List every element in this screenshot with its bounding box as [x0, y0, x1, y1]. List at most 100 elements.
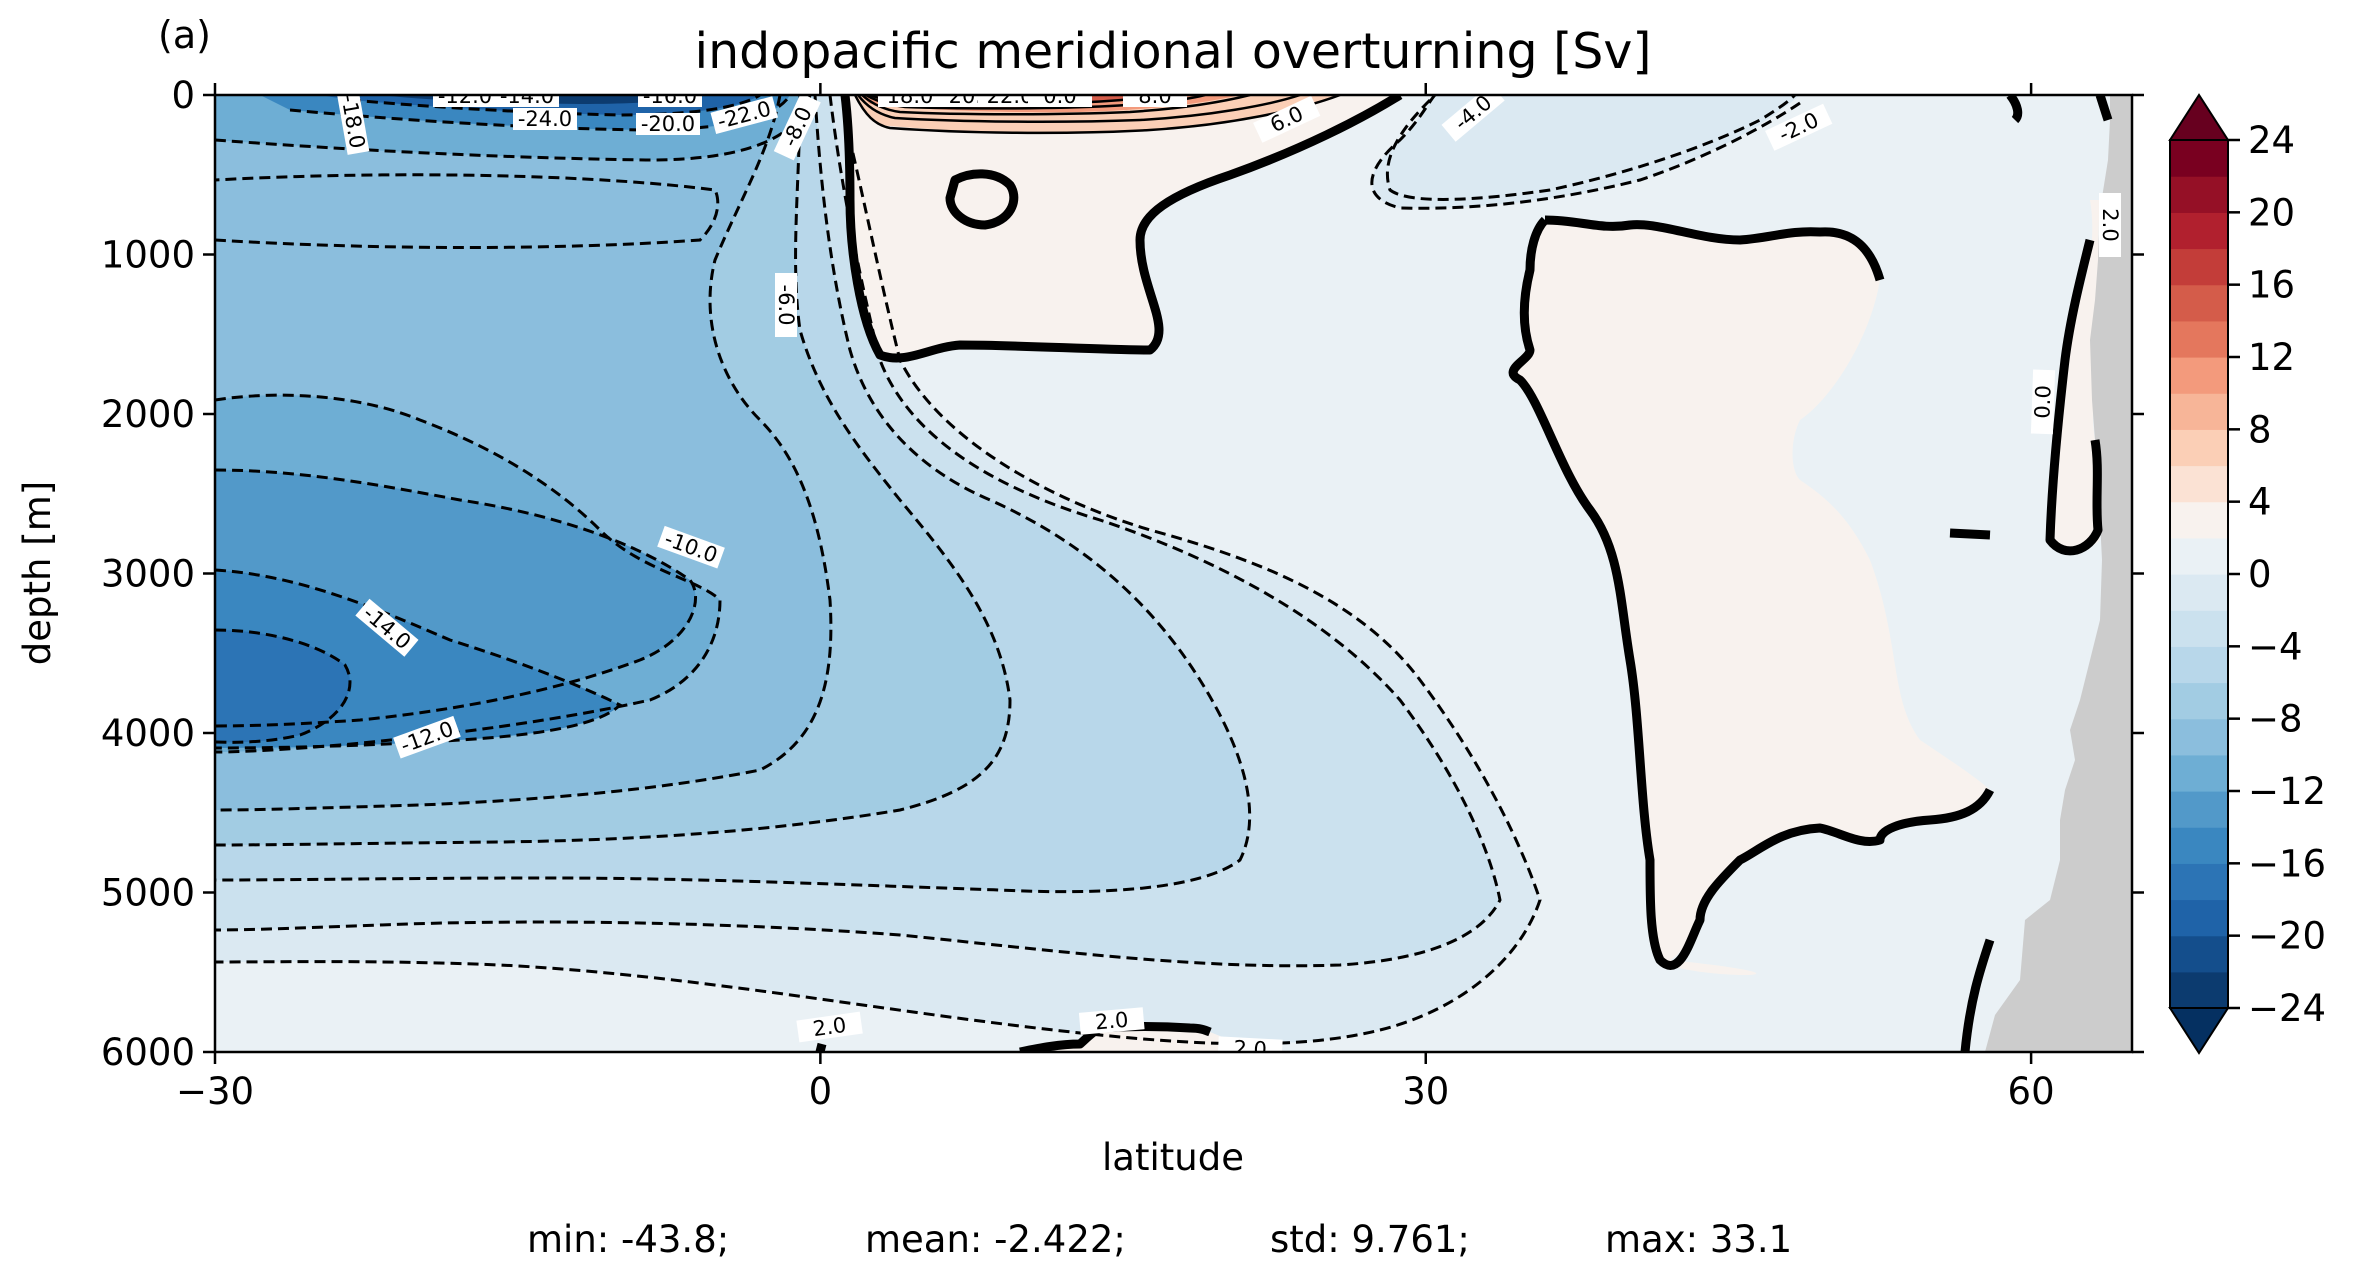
colorbar-tick-label: −16: [2248, 842, 2326, 885]
contour-label: 22.0: [978, 84, 1042, 108]
svg-text:-12.0: -12.0: [438, 84, 492, 108]
colorbar-segment: [2170, 537, 2228, 575]
svg-text:22.0: 22.0: [987, 84, 1034, 108]
colorbar-segment: [2170, 465, 2228, 503]
colorbar-segment: [2170, 610, 2228, 647]
contour-line-plus4: [857, 95, 1301, 123]
zero-contour-stub: [1949, 528, 1991, 540]
colorbar-segment: [2170, 357, 2228, 394]
y-tick-label: 3000: [101, 553, 195, 596]
svg-text:0.0: 0.0: [1043, 84, 1076, 108]
zero-contour-far-east: [2095, 95, 2113, 122]
colorbar-segment: [2170, 935, 2228, 973]
contour-label: 0.0: [2030, 369, 2056, 435]
colorbar-segment: [2170, 393, 2228, 430]
zero-contour-northeast-corner: [2006, 95, 2023, 124]
stat-max: max: 33.1: [1605, 1218, 1792, 1261]
x-axis: −30 0 30 60: [176, 83, 2055, 1113]
contour-label: 2.0: [796, 1011, 863, 1043]
contour-line-minus2-a: [1370, 95, 1801, 210]
svg-text:2.0: 2.0: [1094, 1008, 1129, 1035]
stats-line: min: -43.8; mean: -2.422; std: 9.761; ma…: [527, 1218, 1792, 1261]
colorbar-segment: [2170, 827, 2228, 864]
contour-label: 18.0: [878, 84, 942, 108]
stat-std: std: 9.761;: [1270, 1218, 1470, 1261]
y-tick-label: 2000: [101, 393, 195, 436]
colorbar-segment: [2170, 429, 2228, 467]
zero-contour-deep: [1960, 938, 1995, 1052]
contour-label: -14.0: [495, 84, 559, 108]
colorbar-tick-label: 24: [2248, 119, 2295, 162]
colorbar: −24 −20 −16 −12 −8 −4 0 4 8 12 16 20 24: [2168, 93, 2326, 1055]
colorbar-segment: [2170, 574, 2228, 611]
contour-line-surface-c: [349, 95, 761, 117]
contour-label: 2.0: [1078, 1007, 1145, 1035]
colorbar-tick-label: −4: [2248, 625, 2303, 668]
contour-line-plus2: [853, 95, 1341, 135]
north-pacific-east-zero-region: [2050, 200, 2103, 553]
colorbar-tick-label: −12: [2248, 770, 2326, 813]
colorbar-segment: [2170, 140, 2228, 177]
colorbar-extend-min: [2168, 1007, 2230, 1055]
contour-line-minus14: [215, 468, 698, 728]
land-mask: [1985, 95, 2132, 1052]
svg-text:2.0: 2.0: [1233, 1036, 1268, 1062]
svg-text:18.0: 18.0: [887, 84, 934, 108]
colorbar-tick-label: −24: [2248, 987, 2326, 1030]
colorbar-tick-label: 4: [2248, 481, 2272, 524]
colorbar-tick-label: 12: [2248, 336, 2295, 379]
contour-line-minus2-b: [215, 119, 1542, 1046]
colorbar-tick-label: 0: [2248, 553, 2272, 596]
contour-label: -6.0: [774, 273, 798, 337]
contour-label: -24.0: [513, 107, 577, 131]
contour-plot: -12.0 -14.0 -16.0 -24.0 -20.0 -22.0 -18.…: [215, 84, 2132, 1062]
contour-line-plus6: [861, 95, 1251, 116]
svg-text:0.0: 0.0: [2030, 385, 2055, 419]
colorbar-tick-label: 16: [2248, 264, 2295, 307]
colorbar-tick-label: −8: [2248, 698, 2303, 741]
svg-text:-14.0: -14.0: [500, 84, 554, 108]
colorbar-segment: [2170, 501, 2228, 539]
stat-mean: mean: -2.422;: [865, 1218, 1126, 1261]
zero-contour-northern-cell: [840, 95, 1403, 363]
y-axis-label: depth [m]: [16, 481, 59, 665]
svg-text:-6.0: -6.0: [774, 285, 798, 326]
contour-line-minus18: [215, 628, 352, 744]
colorbar-segment: [2170, 320, 2228, 358]
contour-line-surface-d: [215, 173, 720, 249]
colorbar-segment: [2170, 284, 2228, 322]
contour-label: 0.0: [1028, 84, 1092, 108]
contour-label: -16.0: [638, 95, 702, 108]
y-axis: 0 1000 2000 3000 4000 5000 6000: [101, 74, 2144, 1074]
zero-contour-eddy: [945, 169, 1019, 230]
colorbar-segment: [2170, 754, 2228, 792]
colorbar-segment: [2170, 899, 2228, 937]
zero-contour-bottom-tick: [815, 1042, 827, 1052]
contour-line-minus8: [215, 95, 1012, 847]
chart-title: indopacific meridional overturning [Sv]: [695, 23, 1652, 80]
contour-label: 8.0: [1123, 95, 1187, 108]
contour-line-minus12: [215, 393, 722, 754]
contour-label: -12.0: [433, 84, 497, 108]
x-tick-label: 0: [809, 1070, 833, 1113]
colorbar-segment: [2170, 718, 2228, 756]
colorbar-segment: [2170, 176, 2228, 213]
y-tick-label: 0: [171, 74, 195, 117]
zero-contour-lines: [815, 95, 2113, 1052]
contour-line-minus10: [215, 95, 833, 812]
panel-label: (a): [158, 13, 211, 57]
colorbar-tick-label: 8: [2248, 408, 2272, 451]
x-tick-label: −30: [176, 1070, 254, 1113]
colorbar-tick-label: 20: [2248, 191, 2295, 234]
contour-label: -20.0: [636, 112, 700, 136]
y-tick-label: 1000: [101, 234, 195, 277]
colorbar-extend-max: [2168, 93, 2230, 141]
negative-contour-lines: [215, 95, 1801, 1046]
svg-text:-24.0: -24.0: [518, 107, 572, 131]
fill-level-minus18: [215, 630, 350, 743]
y-tick-label: 4000: [101, 712, 195, 755]
x-tick-label: 30: [1402, 1070, 1449, 1113]
contour-label: 2.0: [2098, 193, 2122, 257]
colorbar-segment: [2170, 682, 2228, 720]
